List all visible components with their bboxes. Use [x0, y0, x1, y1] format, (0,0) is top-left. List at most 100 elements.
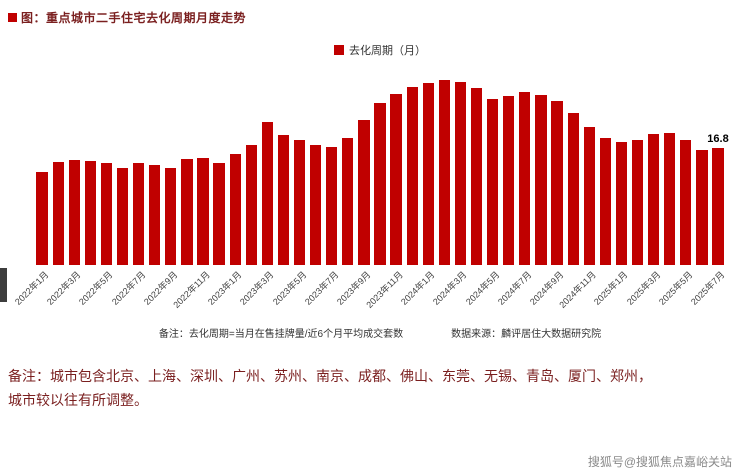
bar-slot-2022年5月 — [98, 70, 114, 265]
bar — [664, 133, 676, 265]
x-tick-label: 2024年7月 — [495, 269, 534, 307]
bar — [68, 159, 80, 265]
bar-slot-2023年1月 — [227, 70, 243, 265]
x-tick-label: 2023年1月 — [206, 269, 244, 307]
bar — [647, 134, 660, 265]
bar-slot-2025年2月 — [629, 70, 645, 265]
bar-slot-2023年8月 — [340, 70, 356, 265]
x-tick-label: 2022年1月 — [13, 269, 51, 307]
bar — [583, 127, 595, 265]
bar-slot-2022年1月 — [34, 70, 50, 265]
bar — [100, 163, 113, 265]
bar — [213, 162, 225, 265]
title-bullet-icon — [8, 13, 17, 22]
footnote-definition: 备注：去化周期=当月在售挂牌量/近6个月平均成交套数 — [158, 329, 404, 340]
bar — [197, 157, 209, 265]
bar-slot-2024年2月 — [436, 70, 452, 265]
bar — [567, 113, 579, 265]
bar-slot-2022年8月 — [147, 70, 163, 265]
bar-slot-2024年6月 — [501, 70, 517, 265]
bar — [310, 144, 322, 265]
bar — [406, 86, 418, 265]
page-title: 图：重点城市二手住宅去化周期月度走势 — [21, 11, 247, 25]
bar-slot-2025年7月: 16.8 — [707, 70, 729, 265]
bar-slot-2024年5月 — [485, 70, 501, 265]
bar — [229, 153, 241, 265]
watermark-text: 搜狐号@搜狐焦点嘉峪关站 — [587, 455, 732, 469]
bar-slot-2025年5月 — [678, 70, 694, 265]
bar — [454, 81, 467, 265]
bar — [293, 140, 306, 265]
x-tick-label: 2025年1月 — [592, 269, 630, 307]
bar-slot-2022年6月 — [114, 70, 130, 265]
bar — [470, 88, 483, 265]
x-tick-label: 2022年5月 — [77, 269, 115, 307]
bar-chart: 去化周期（月） 16.8 2022年1月 2022年3月 2022年5月 2022年7… — [13, 42, 729, 340]
bar — [615, 142, 628, 265]
bar-slot-2024年1月 — [420, 70, 436, 265]
chart-footnotes: 备注：去化周期=当月在售挂牌量/近6个月平均成交套数 数据来源：麟评居住大数据研… — [34, 325, 726, 340]
bar — [132, 162, 145, 265]
bar — [519, 91, 531, 265]
bar-slot-2023年11月 — [388, 70, 404, 265]
x-tick-label: 2024年1月 — [399, 269, 437, 307]
left-edge-marker — [0, 268, 7, 302]
bar — [165, 167, 177, 265]
bar-slot-2023年2月 — [243, 70, 259, 265]
bar — [36, 172, 48, 265]
x-tick-label: 2023年3月 — [238, 269, 276, 307]
bar — [116, 168, 129, 265]
bar — [390, 93, 402, 265]
bar — [680, 140, 692, 265]
bar — [181, 159, 193, 265]
last-bar-value-label: 16.8 — [707, 133, 729, 145]
footnote-data-source: 数据来源：麟评居住大数据研究院 — [451, 329, 602, 340]
bottom-notes: 备注：城市包含北京、上海、深圳、广州、苏州、南京、成都、佛山、东莞、无锡、青岛、… — [8, 366, 732, 414]
bar — [52, 161, 64, 265]
bar-slot-2023年6月 — [308, 70, 324, 265]
note-line-2: 城市较以往有所调整。 — [8, 393, 148, 409]
bar-slot-2022年3月 — [66, 70, 82, 265]
bar-slot-2024年10月 — [565, 70, 581, 265]
bar — [277, 135, 290, 265]
bar-slot-2023年10月 — [372, 70, 388, 265]
bar — [84, 161, 96, 265]
legend-label: 去化周期（月） — [349, 45, 426, 57]
bar-slot-2022年9月 — [163, 70, 179, 265]
bar — [261, 122, 273, 265]
bar — [438, 79, 451, 265]
bar-slot-2022年12月 — [211, 70, 227, 265]
bar — [599, 137, 611, 265]
bar — [551, 100, 563, 265]
bar — [487, 98, 499, 265]
bar — [712, 148, 724, 265]
bar-slot-2024年9月 — [549, 70, 565, 265]
bar-slot-2024年4月 — [469, 70, 485, 265]
bar — [326, 147, 338, 265]
bar-slot-2024年8月 — [533, 70, 549, 265]
watermark: 搜狐号@搜狐焦点嘉峪关站 — [588, 453, 732, 470]
x-tick-label: 2022年3月 — [45, 269, 83, 307]
bar — [696, 150, 708, 265]
bar-slot-2025年3月 — [646, 70, 662, 265]
bar — [342, 138, 354, 265]
legend-color-swatch-icon — [334, 45, 344, 55]
bar — [374, 103, 386, 265]
bar-slot-2024年11月 — [581, 70, 597, 265]
x-tick-label: 2023年5月 — [270, 269, 309, 307]
bar-slot-2023年12月 — [404, 70, 420, 265]
x-tick-label: 2023年7月 — [302, 269, 341, 307]
bar-slot-2022年10月 — [179, 70, 195, 265]
bar-slot-2025年6月 — [694, 70, 710, 265]
bar — [631, 139, 644, 265]
bar-slot-2022年11月 — [195, 70, 211, 265]
bar-slot-2024年12月 — [597, 70, 613, 265]
bar — [503, 95, 515, 265]
bar-slot-2023年4月 — [275, 70, 291, 265]
bar-slot-2024年7月 — [517, 70, 533, 265]
bar-slot-2022年4月 — [82, 70, 98, 265]
x-axis-labels: 2022年1月 2022年3月 2022年5月 2022年7月 2022年9月 2022年… — [13, 265, 726, 321]
bar-slot-2022年2月 — [50, 70, 66, 265]
x-tick-label: 2022年7月 — [109, 269, 148, 307]
plot-area: 16.8 — [34, 70, 729, 265]
